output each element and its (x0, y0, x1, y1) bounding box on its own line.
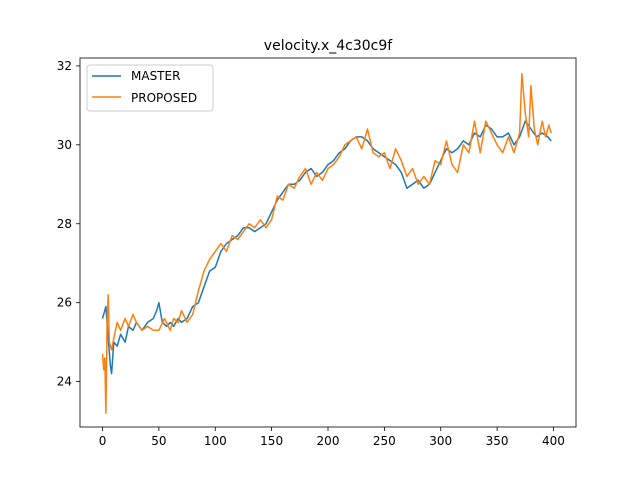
x-tick-label: 150 (260, 434, 283, 448)
y-tick-label: 24 (57, 375, 72, 389)
y-tick-label: 32 (57, 59, 72, 73)
x-axis-ticks: 0 50 100 150 200 250 300 350 400 (99, 427, 565, 448)
x-tick-label: 0 (99, 434, 107, 448)
legend-label-master: MASTER (131, 69, 180, 83)
x-tick-label: 350 (486, 434, 509, 448)
x-tick-label: 200 (317, 434, 340, 448)
series-line-proposed (101, 73, 552, 414)
series-layer (101, 73, 552, 414)
legend-label-proposed: PROPOSED (131, 91, 197, 105)
x-tick-label: 400 (542, 434, 565, 448)
legend: MASTER PROPOSED (86, 64, 214, 112)
chart-title: velocity.x_4c30c9f (264, 38, 393, 54)
y-axis-ticks: 24 26 28 30 32 (57, 59, 80, 389)
y-tick-label: 26 (57, 296, 72, 310)
y-tick-label: 28 (57, 217, 72, 231)
x-tick-label: 100 (204, 434, 227, 448)
x-tick-label: 300 (429, 434, 452, 448)
x-tick-label: 250 (373, 434, 396, 448)
y-tick-label: 30 (57, 138, 72, 152)
x-tick-label: 50 (151, 434, 166, 448)
